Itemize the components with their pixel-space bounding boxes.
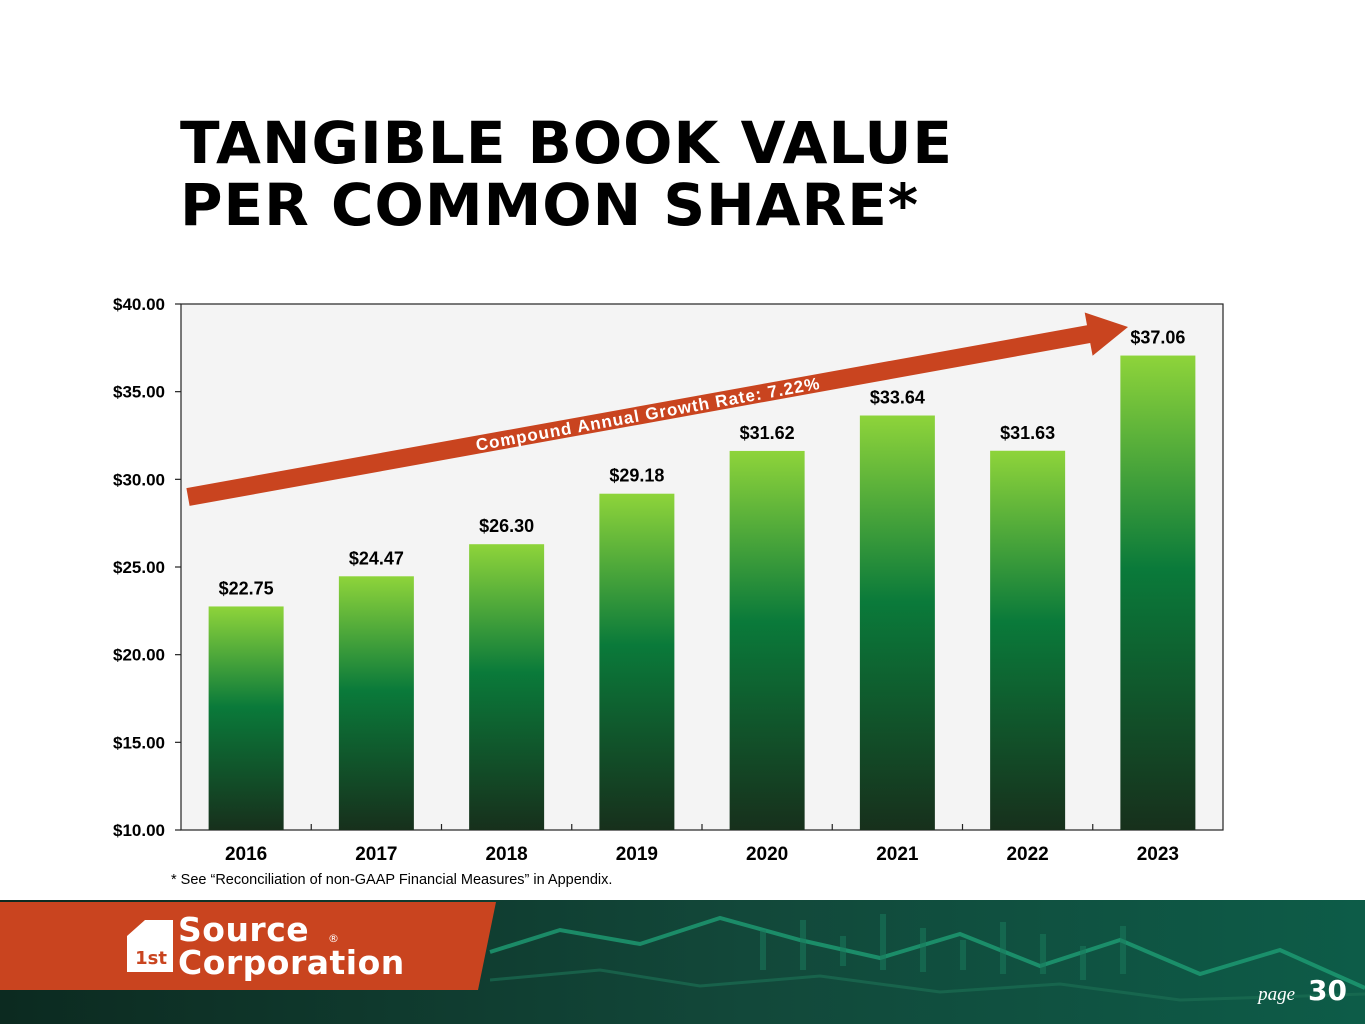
bar xyxy=(729,450,805,830)
bar-data-label: $37.06 xyxy=(1130,328,1185,348)
y-tick-label: $15.00 xyxy=(113,733,165,752)
bar-series xyxy=(208,355,1196,830)
bar xyxy=(990,450,1066,830)
x-tick-label: 2021 xyxy=(876,844,919,865)
y-tick-label: $40.00 xyxy=(113,295,165,314)
bar-chart: $10.00 $15.00 $20.00 $25.00 $30.00 $35.00 $40.… xyxy=(113,295,1224,865)
bar xyxy=(469,544,545,830)
footer-banner: 1st xyxy=(0,900,1365,1024)
bar-data-label: $29.18 xyxy=(609,466,664,486)
data-labels: $22.75 $24.47 $26.30 $29.18 $31.62 $33.64 $31.… xyxy=(219,328,1186,599)
bar-data-label: $24.47 xyxy=(349,548,404,568)
bar-data-label: $26.30 xyxy=(479,516,534,536)
y-tick-label: $10.00 xyxy=(113,821,165,840)
y-axis: $10.00 $15.00 $20.00 $25.00 $30.00 $35.00 $40.… xyxy=(113,295,181,840)
bar xyxy=(208,606,284,830)
registered-mark: ® xyxy=(328,932,339,945)
page-number: 30 xyxy=(1308,974,1347,1007)
bar-data-label: $31.63 xyxy=(1000,423,1055,443)
y-tick-label: $25.00 xyxy=(113,558,165,577)
bar xyxy=(1120,355,1196,830)
x-tick-label: 2019 xyxy=(616,844,658,865)
x-tick-label: 2018 xyxy=(485,844,527,865)
logo-text-source: Source xyxy=(178,910,310,949)
title-line-1: TANGIBLE BOOK VALUE xyxy=(180,109,954,177)
y-tick-label: $30.00 xyxy=(113,470,165,489)
bar xyxy=(859,415,935,830)
plot-area xyxy=(180,303,1224,831)
bar-data-label: $31.62 xyxy=(740,423,795,443)
brand-banner xyxy=(0,902,496,990)
y-tick-label: $20.00 xyxy=(113,646,165,665)
x-tick-label: 2020 xyxy=(746,844,788,865)
bar xyxy=(338,576,414,830)
logo-mark-icon: 1st xyxy=(127,920,173,972)
x-tick-label: 2022 xyxy=(1006,844,1048,865)
x-tick-label: 2017 xyxy=(355,844,397,865)
y-tick-label: $35.00 xyxy=(113,383,165,402)
bar-data-label: $22.75 xyxy=(219,578,274,598)
footnote: * See “Reconciliation of non-GAAP Financ… xyxy=(171,872,613,888)
x-tick-label: 2016 xyxy=(225,844,267,865)
candlestick-decoration xyxy=(760,914,1126,980)
logo-mark-text: 1st xyxy=(135,948,167,969)
growth-arrow-shape xyxy=(186,312,1128,506)
bar-data-label: $33.64 xyxy=(870,388,925,408)
x-tick-label: 2023 xyxy=(1137,844,1179,865)
page-label: page xyxy=(1258,984,1295,1005)
footer-graphic xyxy=(0,900,1365,1024)
logo-text-corporation: Corporation xyxy=(178,943,405,982)
page-title: TANGIBLE BOOK VALUE PER COMMON SHARE* xyxy=(180,112,953,236)
market-line-decoration-2 xyxy=(489,968,1365,1002)
title-line-2: PER COMMON SHARE* xyxy=(180,171,920,239)
x-axis: 2016 2017 2018 2019 2020 2021 2022 2023 xyxy=(225,824,1179,865)
bar xyxy=(599,493,675,830)
